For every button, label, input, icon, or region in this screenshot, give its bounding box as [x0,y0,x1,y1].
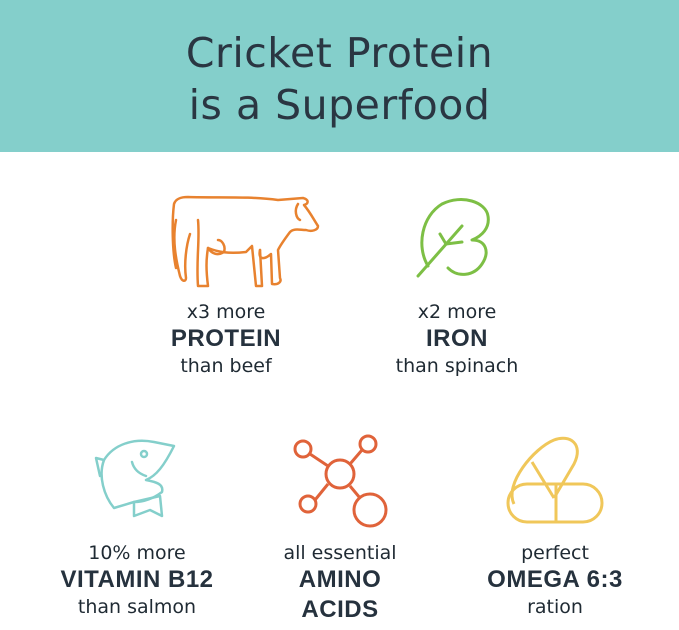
feature-iron: x2 more IRON than spinach [342,300,572,378]
feature-post: ration [527,596,583,618]
feature-main: AMINO [298,566,382,593]
feature-vitamin-b12: 10% more VITAMIN B12 than salmon [22,541,252,619]
feature-main: IRON [426,325,488,352]
title-line-1: Cricket Protein [185,29,494,77]
feature-omega: perfect OMEGA 6:3 ration [440,541,670,619]
feature-pre: x3 more [186,301,266,323]
feature-post: than salmon [77,596,197,618]
feature-protein: x3 more PROTEIN than beef [111,300,341,378]
feature-post: than spinach [395,355,519,377]
title-line-2: is a Superfood [188,81,491,129]
feature-post: than beef [180,355,272,377]
feature-pre: perfect [521,542,589,564]
feature-pre: x2 more [417,301,497,323]
capsule-icon [506,436,604,524]
feature-main: VITAMIN B12 [60,566,214,593]
feature-main: OMEGA 6:3 [487,566,623,593]
feature-main-2: ACIDS [301,596,379,623]
feature-main: PROTEIN [170,325,282,352]
molecule-icon [293,434,388,528]
leaf-icon [416,198,490,278]
feature-amino-acids: all essential AMINO ACIDS [225,541,455,625]
cow-icon [171,195,320,288]
fish-icon [94,439,176,518]
feature-pre: 10% more [88,542,186,564]
header-banner: Cricket Protein is a Superfood [0,0,679,152]
feature-pre: all essential [283,542,397,564]
